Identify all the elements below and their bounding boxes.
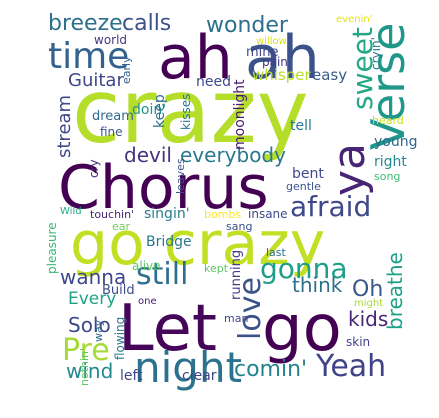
word-comin: comin' [234,357,307,382]
word-left: left [120,368,143,384]
word-let: Let [118,292,217,366]
word-bridge: Bridge [146,234,192,250]
word-young: young [374,134,417,150]
word-time: time [48,36,129,77]
word-gentle: gentle [286,180,321,193]
word-breeze: breeze [48,11,123,36]
word-heard: heard [372,114,404,127]
word-fine: fine [100,125,123,139]
word-wind: wind [66,359,113,383]
word-kisses: kisses [179,94,193,130]
word-cry: cry [87,159,101,178]
word-pre: Pre [62,333,110,368]
word-man: man [224,312,248,325]
word-dream: dream [92,109,134,124]
word-early: early [120,56,133,84]
word-ya: ya [324,143,375,196]
word-still: still [136,257,188,292]
word-think: think [292,273,343,297]
word-mine: mine [246,45,279,60]
word-skin: skin [346,335,370,349]
word-need: need [196,74,231,90]
word-pain: pain [262,55,288,69]
word-kids: kids [348,307,388,331]
word-ah: ah [158,23,233,93]
word-world: world [94,33,127,47]
word-might: might [354,298,383,309]
word-tell: tell [290,118,312,134]
word-verse: Verse [361,23,415,150]
word-go: go [262,292,342,366]
word-way: way [92,319,105,342]
word-ah: ah [245,23,320,93]
word-leaves: leaves [174,158,187,194]
word-last: last [266,246,287,259]
word-gonna: gonna [260,252,348,285]
word-clear: clear [182,368,217,384]
word-flowing: flowing [113,317,127,360]
word-breathe: breathe [383,252,407,330]
word-willow: willow [256,36,287,47]
word-insane: insane [248,207,288,221]
word-whisper: whisper [252,66,312,84]
word-touchin: touchin' [90,208,134,221]
word-moonlight: moonlight [232,79,248,150]
word-oh: Oh [352,277,383,302]
word-right: right [374,154,407,170]
word-running: running [229,250,244,300]
word-wonder: wonder [206,13,289,38]
word-doin: doin' [132,102,166,118]
word-sweet: sweet [346,27,379,110]
word-sang: sang [226,220,252,233]
word-singin: singin' [144,206,190,222]
word-pleasure: pleasure [45,222,59,274]
word-solo: Solo [68,313,111,337]
word-devil: devil [124,143,172,167]
word-cryin: cryin' [369,37,383,70]
word-bent: bent [292,166,324,182]
word-wanna: wanna [60,265,126,289]
word-alive: alive [132,259,161,273]
word-evenin: evenin' [336,14,372,25]
word-nothin: nothin' [78,348,91,386]
word-build: Build [102,283,135,298]
word-chorus: Chorus [58,153,269,223]
word-ear: ear [112,220,131,233]
word-afraid: afraid [290,190,371,223]
word-yeah: Yeah [315,349,386,384]
word-every: Every [68,289,116,309]
word-love: love [233,277,268,340]
word-one: one [138,296,157,307]
word-calls: calls [122,11,171,36]
word-crazy: crazy [72,60,309,163]
word-stream: stream [54,95,75,158]
word-song: song [374,170,400,183]
word-guitar: Guitar [68,70,124,91]
word-keep: keep [152,94,168,128]
word-kept: kept [204,262,229,275]
word-everybody: everybody [180,143,286,167]
word-bombs: bombs [204,208,241,221]
word-wild: Wild [60,206,82,217]
word-easy: easy [312,66,347,84]
word-night: night [134,343,242,392]
word-go-crazy: go crazy [70,209,325,279]
